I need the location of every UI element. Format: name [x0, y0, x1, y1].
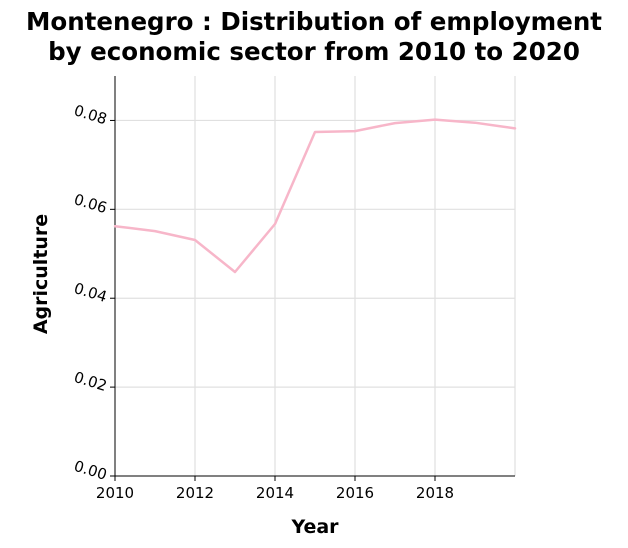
x-tick-labels: 2010 2012 2014 2016 2018	[96, 484, 454, 502]
series-line	[113, 118, 517, 274]
y-tick-label: 0.02	[72, 368, 109, 395]
x-tick-label: 2016	[336, 484, 374, 502]
series	[113, 118, 517, 274]
y-axis-title: Agriculture	[30, 214, 52, 334]
y-tick-label: 0.00	[72, 457, 109, 484]
x-tick-label: 2012	[176, 484, 214, 502]
y-tick-label: 0.08	[72, 101, 109, 128]
chart-title-line-1: Montenegro : Distribution of employment	[26, 7, 602, 36]
axes	[110, 76, 515, 481]
x-tick-label: 2018	[416, 484, 454, 502]
y-tick-label: 0.04	[72, 279, 109, 306]
y-tick-label: 0.06	[72, 190, 109, 217]
chart-title-line-2: by economic sector from 2010 to 2020	[48, 37, 580, 66]
grid	[115, 76, 516, 476]
x-axis-title: Year	[290, 516, 339, 538]
x-tick-label: 2010	[96, 484, 134, 502]
y-tick-labels: 0.00 0.02 0.04 0.06 0.08	[72, 101, 109, 484]
x-tick-label: 2014	[256, 484, 294, 502]
